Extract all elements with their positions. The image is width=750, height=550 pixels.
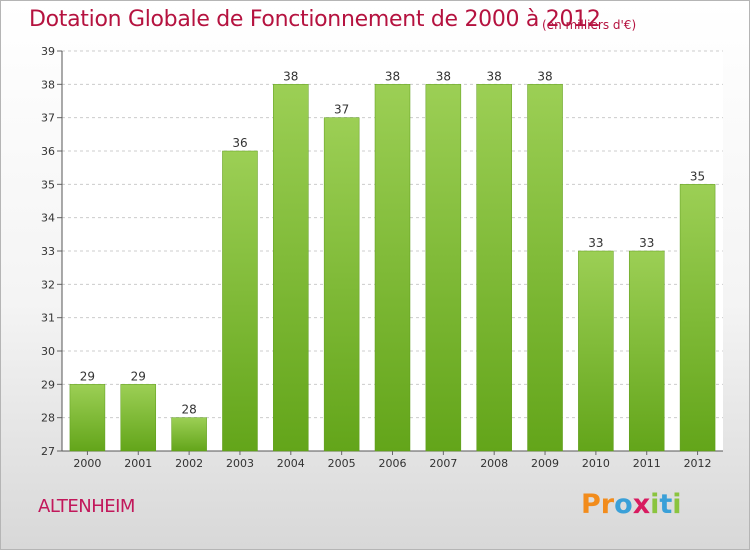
bar-data-label: 38 bbox=[436, 69, 451, 83]
city-name: ALTENHEIM bbox=[38, 496, 135, 517]
bar bbox=[425, 84, 462, 452]
bar bbox=[171, 417, 207, 452]
logo-letter: t bbox=[659, 489, 673, 520]
x-tick-label: 2006 bbox=[379, 457, 407, 470]
y-tick-label: 31 bbox=[41, 312, 55, 325]
x-tick-label: 2010 bbox=[582, 457, 610, 470]
x-tick-label: 2009 bbox=[531, 457, 559, 470]
y-tick-label: 29 bbox=[41, 378, 55, 391]
bar-data-label: 38 bbox=[487, 69, 502, 83]
bar-data-label: 38 bbox=[385, 69, 400, 83]
y-tick-label: 30 bbox=[41, 345, 55, 358]
logo-letter: r bbox=[600, 489, 615, 520]
bar-data-label: 38 bbox=[537, 69, 552, 83]
bar bbox=[222, 150, 258, 452]
bar bbox=[527, 84, 563, 452]
x-tick-label: 2002 bbox=[175, 457, 203, 470]
x-tick-label: 2000 bbox=[73, 457, 101, 470]
y-tick-label: 35 bbox=[41, 178, 55, 191]
bar bbox=[273, 84, 309, 452]
bar-data-label: 35 bbox=[690, 169, 705, 183]
logo-letter: i bbox=[672, 489, 682, 520]
x-tick-label: 2004 bbox=[277, 457, 305, 470]
bar-data-label: 29 bbox=[131, 369, 146, 383]
y-tick-label: 27 bbox=[41, 445, 55, 458]
bar-data-label: 29 bbox=[80, 369, 95, 383]
x-tick-label: 2001 bbox=[124, 457, 152, 470]
bar bbox=[476, 84, 512, 452]
bar bbox=[323, 117, 360, 452]
x-tick-label: 2005 bbox=[328, 457, 356, 470]
chart-title: Dotation Globale de Fonctionnement de 20… bbox=[29, 7, 601, 32]
y-tick-label: 32 bbox=[41, 278, 55, 291]
x-tick-label: 2008 bbox=[480, 457, 508, 470]
logo-letter: P bbox=[581, 489, 601, 520]
bar-data-label: 28 bbox=[181, 403, 196, 417]
bar-data-label: 33 bbox=[588, 236, 603, 250]
y-tick-label: 39 bbox=[41, 45, 55, 58]
logo-letter: i bbox=[650, 489, 660, 520]
bar-data-label: 33 bbox=[639, 236, 654, 250]
bar bbox=[628, 250, 665, 452]
bar-data-label: 37 bbox=[334, 103, 349, 117]
logo-letter: o bbox=[614, 489, 633, 520]
x-tick-label: 2011 bbox=[633, 457, 661, 470]
y-tick-label: 36 bbox=[41, 145, 55, 158]
logo-letter: x bbox=[632, 489, 651, 520]
x-tick-label: 2003 bbox=[226, 457, 254, 470]
bar bbox=[578, 250, 614, 452]
x-tick-label: 2007 bbox=[429, 457, 457, 470]
bar bbox=[120, 384, 157, 452]
y-tick-label: 28 bbox=[41, 412, 55, 425]
proxiti-logo: Proxiti bbox=[581, 489, 682, 520]
bar-data-label: 38 bbox=[283, 69, 298, 83]
bar bbox=[374, 84, 411, 452]
y-tick-label: 34 bbox=[41, 212, 55, 225]
y-tick-label: 33 bbox=[41, 245, 55, 258]
chart-unit-label: (en milliers d'€) bbox=[542, 18, 637, 32]
y-tick-label: 37 bbox=[41, 112, 55, 125]
bar bbox=[679, 184, 716, 452]
y-tick-label: 38 bbox=[41, 78, 55, 91]
bar-data-label: 36 bbox=[232, 136, 247, 150]
bar bbox=[69, 384, 106, 452]
x-tick-label: 2012 bbox=[684, 457, 712, 470]
